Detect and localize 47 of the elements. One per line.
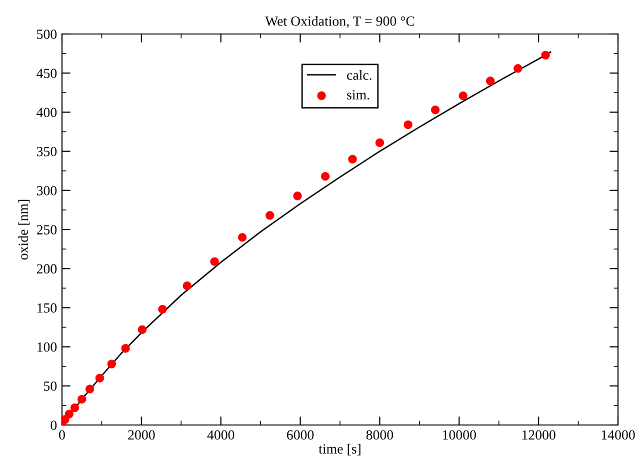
point xyxy=(70,403,80,412)
chart-title: Wet Oxidation, T = 900 °C xyxy=(265,16,414,28)
point xyxy=(77,394,86,404)
x-axis-title: time [s] xyxy=(318,444,360,456)
point xyxy=(210,257,219,266)
y-tick-label: 100 xyxy=(38,342,57,352)
x-tick-label: 12000 xyxy=(522,430,556,440)
y-tick-label: 300 xyxy=(36,186,57,196)
point xyxy=(266,211,274,220)
point xyxy=(95,374,104,382)
y-tick-label: 50 xyxy=(44,381,57,391)
point xyxy=(404,120,412,130)
point xyxy=(158,304,167,314)
y-tick-label: 0 xyxy=(50,420,57,430)
point xyxy=(486,76,495,86)
point xyxy=(541,50,550,60)
x-tick-label: 0 xyxy=(59,430,65,440)
y-tick-label: 500 xyxy=(37,30,57,39)
point xyxy=(85,384,94,394)
y-tick-label: 200 xyxy=(36,264,57,274)
x-tick-label: 8000 xyxy=(366,430,394,440)
point xyxy=(458,91,468,100)
x-tick-label: 14000 xyxy=(602,430,635,440)
point xyxy=(348,154,357,164)
point xyxy=(238,232,247,242)
point xyxy=(430,105,440,114)
point xyxy=(107,360,116,368)
point xyxy=(138,325,147,334)
point xyxy=(320,172,330,181)
point xyxy=(293,192,302,200)
point xyxy=(514,64,522,73)
y-tick-label: 450 xyxy=(36,68,57,78)
point xyxy=(64,410,74,418)
y-tick-label: 250 xyxy=(36,225,57,234)
x-tick-label: 10000 xyxy=(443,430,476,440)
y-tick-label: 150 xyxy=(38,303,57,313)
x-tick-label: 4000 xyxy=(207,430,234,440)
point xyxy=(375,138,384,148)
y-axis-title: oxide [nm] xyxy=(18,200,30,260)
x-tick-label: 6000 xyxy=(286,430,314,440)
y-tick-label: 350 xyxy=(36,146,57,156)
point xyxy=(182,281,192,290)
legend-label: sim. xyxy=(347,90,370,100)
legend-label: calc. xyxy=(347,70,372,80)
y-tick-label: 400 xyxy=(36,108,57,118)
point xyxy=(121,344,130,353)
x-tick-label: 2000 xyxy=(128,430,155,440)
